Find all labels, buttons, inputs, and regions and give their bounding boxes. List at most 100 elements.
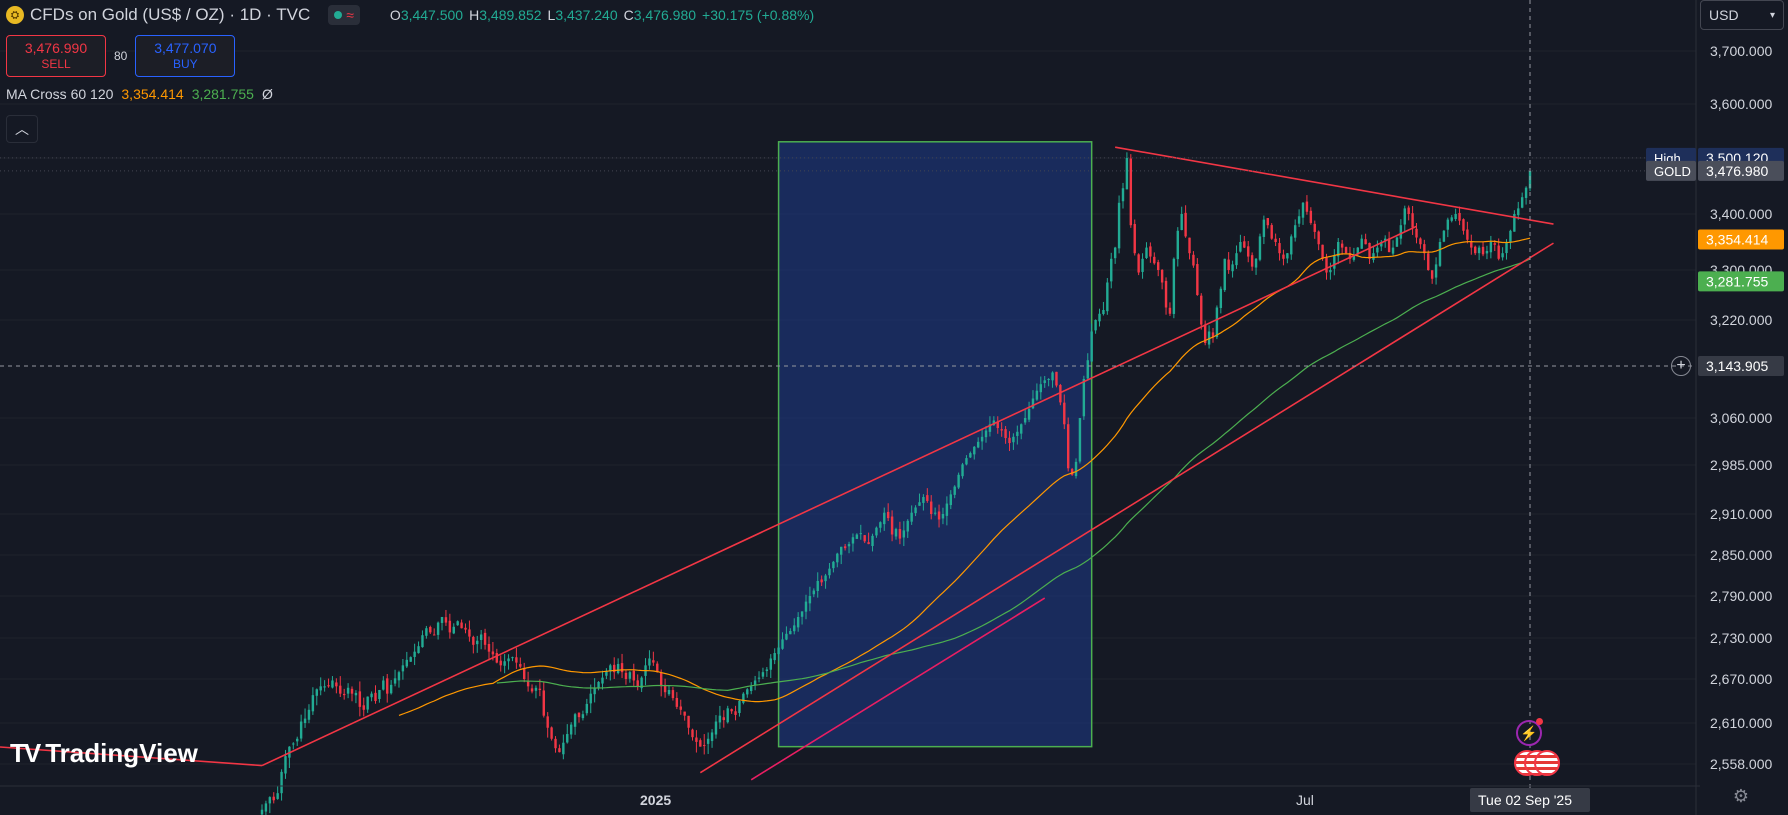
candle-body bbox=[796, 617, 800, 628]
candle-body bbox=[1090, 331, 1093, 362]
candle-body bbox=[1160, 269, 1164, 283]
candle-body bbox=[879, 522, 882, 528]
candle-body bbox=[980, 436, 984, 442]
candle-body bbox=[409, 657, 412, 662]
candle-body bbox=[679, 706, 682, 710]
collapse-legend-button[interactable]: ︿ bbox=[6, 115, 38, 143]
candle-body bbox=[1348, 252, 1352, 259]
tradingview-brand[interactable]: TV TradingView bbox=[10, 738, 198, 769]
candle-body bbox=[1102, 310, 1105, 315]
candle-body bbox=[1239, 242, 1242, 252]
price-tick-label: 2,610.000 bbox=[1710, 715, 1772, 731]
indicator-fast-value: 3,354.414 bbox=[121, 86, 184, 102]
indicator-legend[interactable]: MA Cross 60 120 3,354.414 3,281.755 Ø bbox=[6, 86, 273, 102]
candle-body bbox=[362, 705, 365, 710]
price-label-box bbox=[1698, 229, 1784, 250]
settings-gear-icon[interactable]: ⚙ bbox=[1732, 785, 1750, 806]
candle-body bbox=[648, 658, 651, 666]
candle-body bbox=[1243, 241, 1246, 248]
candle-body bbox=[315, 689, 318, 696]
candle-body bbox=[577, 712, 581, 718]
candle-body bbox=[922, 497, 925, 503]
tradingview-logo-icon: TV bbox=[10, 738, 41, 768]
time-tick-label: Jul bbox=[1296, 792, 1314, 808]
candle-body bbox=[1470, 241, 1473, 248]
trendline bbox=[699, 242, 1554, 774]
candle-body bbox=[961, 464, 964, 477]
buy-button[interactable]: 3,477.070 BUY bbox=[135, 35, 236, 77]
candle-body bbox=[1129, 158, 1133, 226]
candle-body bbox=[417, 646, 420, 654]
spread-value: 80 bbox=[114, 49, 128, 63]
candle-body bbox=[867, 542, 870, 545]
price-label-box bbox=[1698, 271, 1784, 292]
candle-body bbox=[335, 682, 338, 687]
candle-body bbox=[487, 644, 491, 652]
candle-body bbox=[738, 701, 741, 713]
candle-body bbox=[284, 756, 287, 774]
crosshair-price-label: 3,143.905 bbox=[1706, 358, 1768, 374]
candle-body bbox=[476, 640, 479, 645]
price-tick-label: 2,670.000 bbox=[1710, 671, 1772, 687]
candle-body bbox=[519, 664, 522, 667]
candle-body bbox=[1270, 225, 1273, 239]
candle-body bbox=[957, 474, 960, 488]
candle-body bbox=[1333, 255, 1336, 269]
currency-select[interactable]: USD ▾ bbox=[1700, 0, 1784, 30]
candle-body bbox=[1070, 469, 1074, 475]
sell-button[interactable]: 3,476.990 SELL bbox=[6, 35, 106, 77]
candle-body bbox=[464, 627, 467, 630]
candle-body bbox=[1340, 243, 1344, 248]
price-tick-label: 2,985.000 bbox=[1710, 457, 1772, 473]
candle-body bbox=[483, 632, 487, 645]
candle-body bbox=[976, 441, 980, 448]
candle-body bbox=[1290, 236, 1293, 255]
candle-body bbox=[425, 628, 428, 636]
candle-body bbox=[1501, 253, 1504, 258]
candle-body bbox=[370, 693, 373, 698]
price-tick-label: 3,220.000 bbox=[1710, 312, 1772, 328]
candle-body bbox=[1301, 202, 1305, 218]
buy-label: BUY bbox=[173, 57, 198, 71]
symbol-title[interactable]: CFDs on Gold (US$ / OZ) · 1D · TVC bbox=[30, 5, 311, 24]
candle-body bbox=[1517, 208, 1520, 216]
buy-price: 3,477.070 bbox=[154, 40, 217, 56]
candle-body bbox=[1016, 431, 1019, 436]
candle-body bbox=[1309, 210, 1313, 223]
candle-body bbox=[675, 697, 679, 707]
candle-body bbox=[1223, 258, 1226, 291]
candle-body bbox=[1231, 264, 1234, 272]
candle-body bbox=[663, 684, 667, 693]
candle-body bbox=[448, 620, 452, 633]
candle-body bbox=[1117, 202, 1121, 249]
economic-events-flags[interactable] bbox=[1514, 750, 1560, 776]
indicator-symbol: Ø bbox=[261, 86, 273, 102]
ohlc-values: O3,447.500 H3,489.852 L3,437.240 C3,476.… bbox=[390, 7, 814, 23]
candle-body bbox=[432, 634, 436, 636]
candle-body bbox=[793, 625, 796, 632]
candle-body bbox=[1250, 255, 1254, 267]
candle-body bbox=[1293, 225, 1297, 238]
lightning-event-icon[interactable]: ⚡ bbox=[1516, 720, 1542, 746]
market-status-badge[interactable]: ≈ bbox=[328, 5, 360, 25]
candle-body bbox=[311, 695, 315, 712]
trendline bbox=[750, 597, 1046, 781]
time-tick-label: 2025 bbox=[640, 792, 671, 808]
crosshair-date-label: Tue 02 Sep '25 bbox=[1478, 792, 1572, 808]
add-plus-icon[interactable]: + bbox=[1671, 356, 1691, 376]
candle-body bbox=[973, 446, 976, 455]
candle-body bbox=[906, 520, 909, 532]
candle-body bbox=[808, 596, 812, 604]
candle-body bbox=[875, 527, 878, 536]
candle-body bbox=[526, 681, 530, 687]
candle-body bbox=[687, 715, 690, 728]
candle-body bbox=[632, 670, 635, 681]
candle-body bbox=[781, 639, 784, 649]
candle-body bbox=[468, 629, 471, 637]
candle-body bbox=[413, 651, 416, 657]
candle-body bbox=[1450, 217, 1453, 221]
candle-body bbox=[1344, 247, 1348, 254]
ma-fast-line bbox=[398, 237, 1531, 716]
candle-body bbox=[593, 687, 596, 695]
